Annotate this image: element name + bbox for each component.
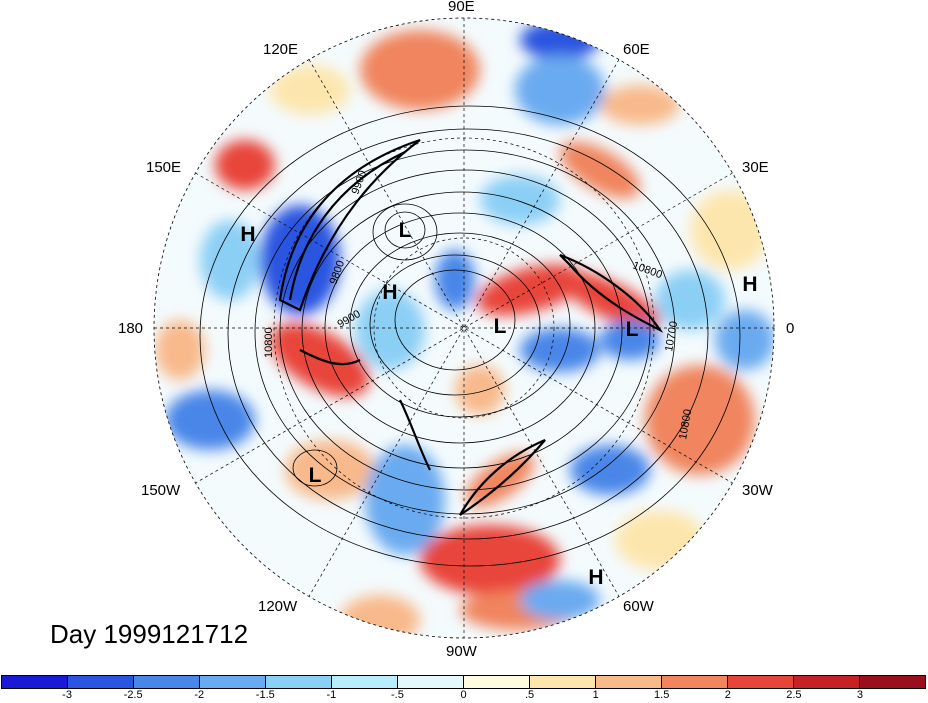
height-contours	[199, 105, 741, 567]
contour-label: 10800	[677, 408, 694, 440]
high-pressure-center: H	[240, 223, 256, 246]
contour-label: 10800	[263, 327, 275, 358]
map-title: Day 1999121712	[50, 619, 249, 649]
colorbar-tick-label: 1.5	[654, 689, 670, 701]
lon-label-0: 0	[786, 320, 795, 337]
lon-label-120w: 120W	[258, 598, 298, 615]
contour-label: 10700	[663, 320, 680, 352]
colorbar-tick-label: 2	[724, 689, 731, 701]
colorbar-segment	[398, 676, 464, 688]
colorbar-tick-label: .5	[524, 689, 535, 701]
colorbar	[1, 675, 926, 689]
low-pressure-center: L	[625, 318, 639, 341]
lon-label-60w: 60W	[623, 598, 654, 615]
lon-label-60e: 60E	[623, 41, 650, 58]
colorbar-segment	[860, 676, 925, 688]
colorbar-tick-label: -2.5	[123, 689, 143, 701]
colorbar-segment	[200, 676, 266, 688]
low-pressure-center: L	[308, 464, 322, 487]
lon-label-90w: 90W	[446, 643, 477, 660]
colorbar-tick-label: -1.5	[255, 689, 275, 701]
colorbar-tick-label: 1	[592, 689, 599, 701]
colorbar-segment	[662, 676, 728, 688]
low-pressure-center: L	[493, 315, 507, 338]
high-pressure-center: H	[742, 273, 758, 296]
lon-label-150e: 150E	[146, 159, 182, 176]
colorbar-tick-label: 0	[460, 689, 467, 701]
colorbar-segment	[530, 676, 596, 688]
colorbar-segment	[2, 676, 68, 688]
low-pressure-center: L	[398, 219, 412, 242]
colorbar-segment	[728, 676, 794, 688]
colorbar-tick-label: -2	[194, 689, 205, 701]
graticule	[154, 18, 774, 638]
colorbar-segment	[596, 676, 662, 688]
colorbar-tick-label: -1	[326, 689, 337, 701]
colorbar-segment	[68, 676, 134, 688]
lon-label-120e: 120E	[263, 41, 299, 58]
lon-label-180: 180	[118, 320, 144, 337]
colorbar-segment	[794, 676, 860, 688]
colorbar-labels: -3 -2.5 -2 -1.5 -1 -.5 0 .5 1 1.5 2 2.5 3	[0, 689, 928, 703]
lon-label-30w: 30W	[742, 482, 773, 499]
colorbar-segment	[464, 676, 530, 688]
high-pressure-center: H	[382, 281, 398, 304]
colorbar-segment	[266, 676, 332, 688]
colorbar-tick-label: -3	[62, 689, 72, 701]
lon-label-150w: 150W	[141, 482, 181, 499]
colorbar-tick-label: 3	[856, 689, 863, 701]
colorbar-tick-label: -.5	[391, 689, 404, 701]
lon-label-90e: 90E	[448, 0, 475, 15]
colorbar-segment	[134, 676, 200, 688]
map-boundary	[153, 17, 775, 639]
high-pressure-center: H	[588, 566, 604, 589]
colorbar-segment	[332, 676, 398, 688]
colorbar-tick-label: 2.5	[786, 689, 802, 701]
lon-label-30e: 30E	[742, 159, 769, 176]
